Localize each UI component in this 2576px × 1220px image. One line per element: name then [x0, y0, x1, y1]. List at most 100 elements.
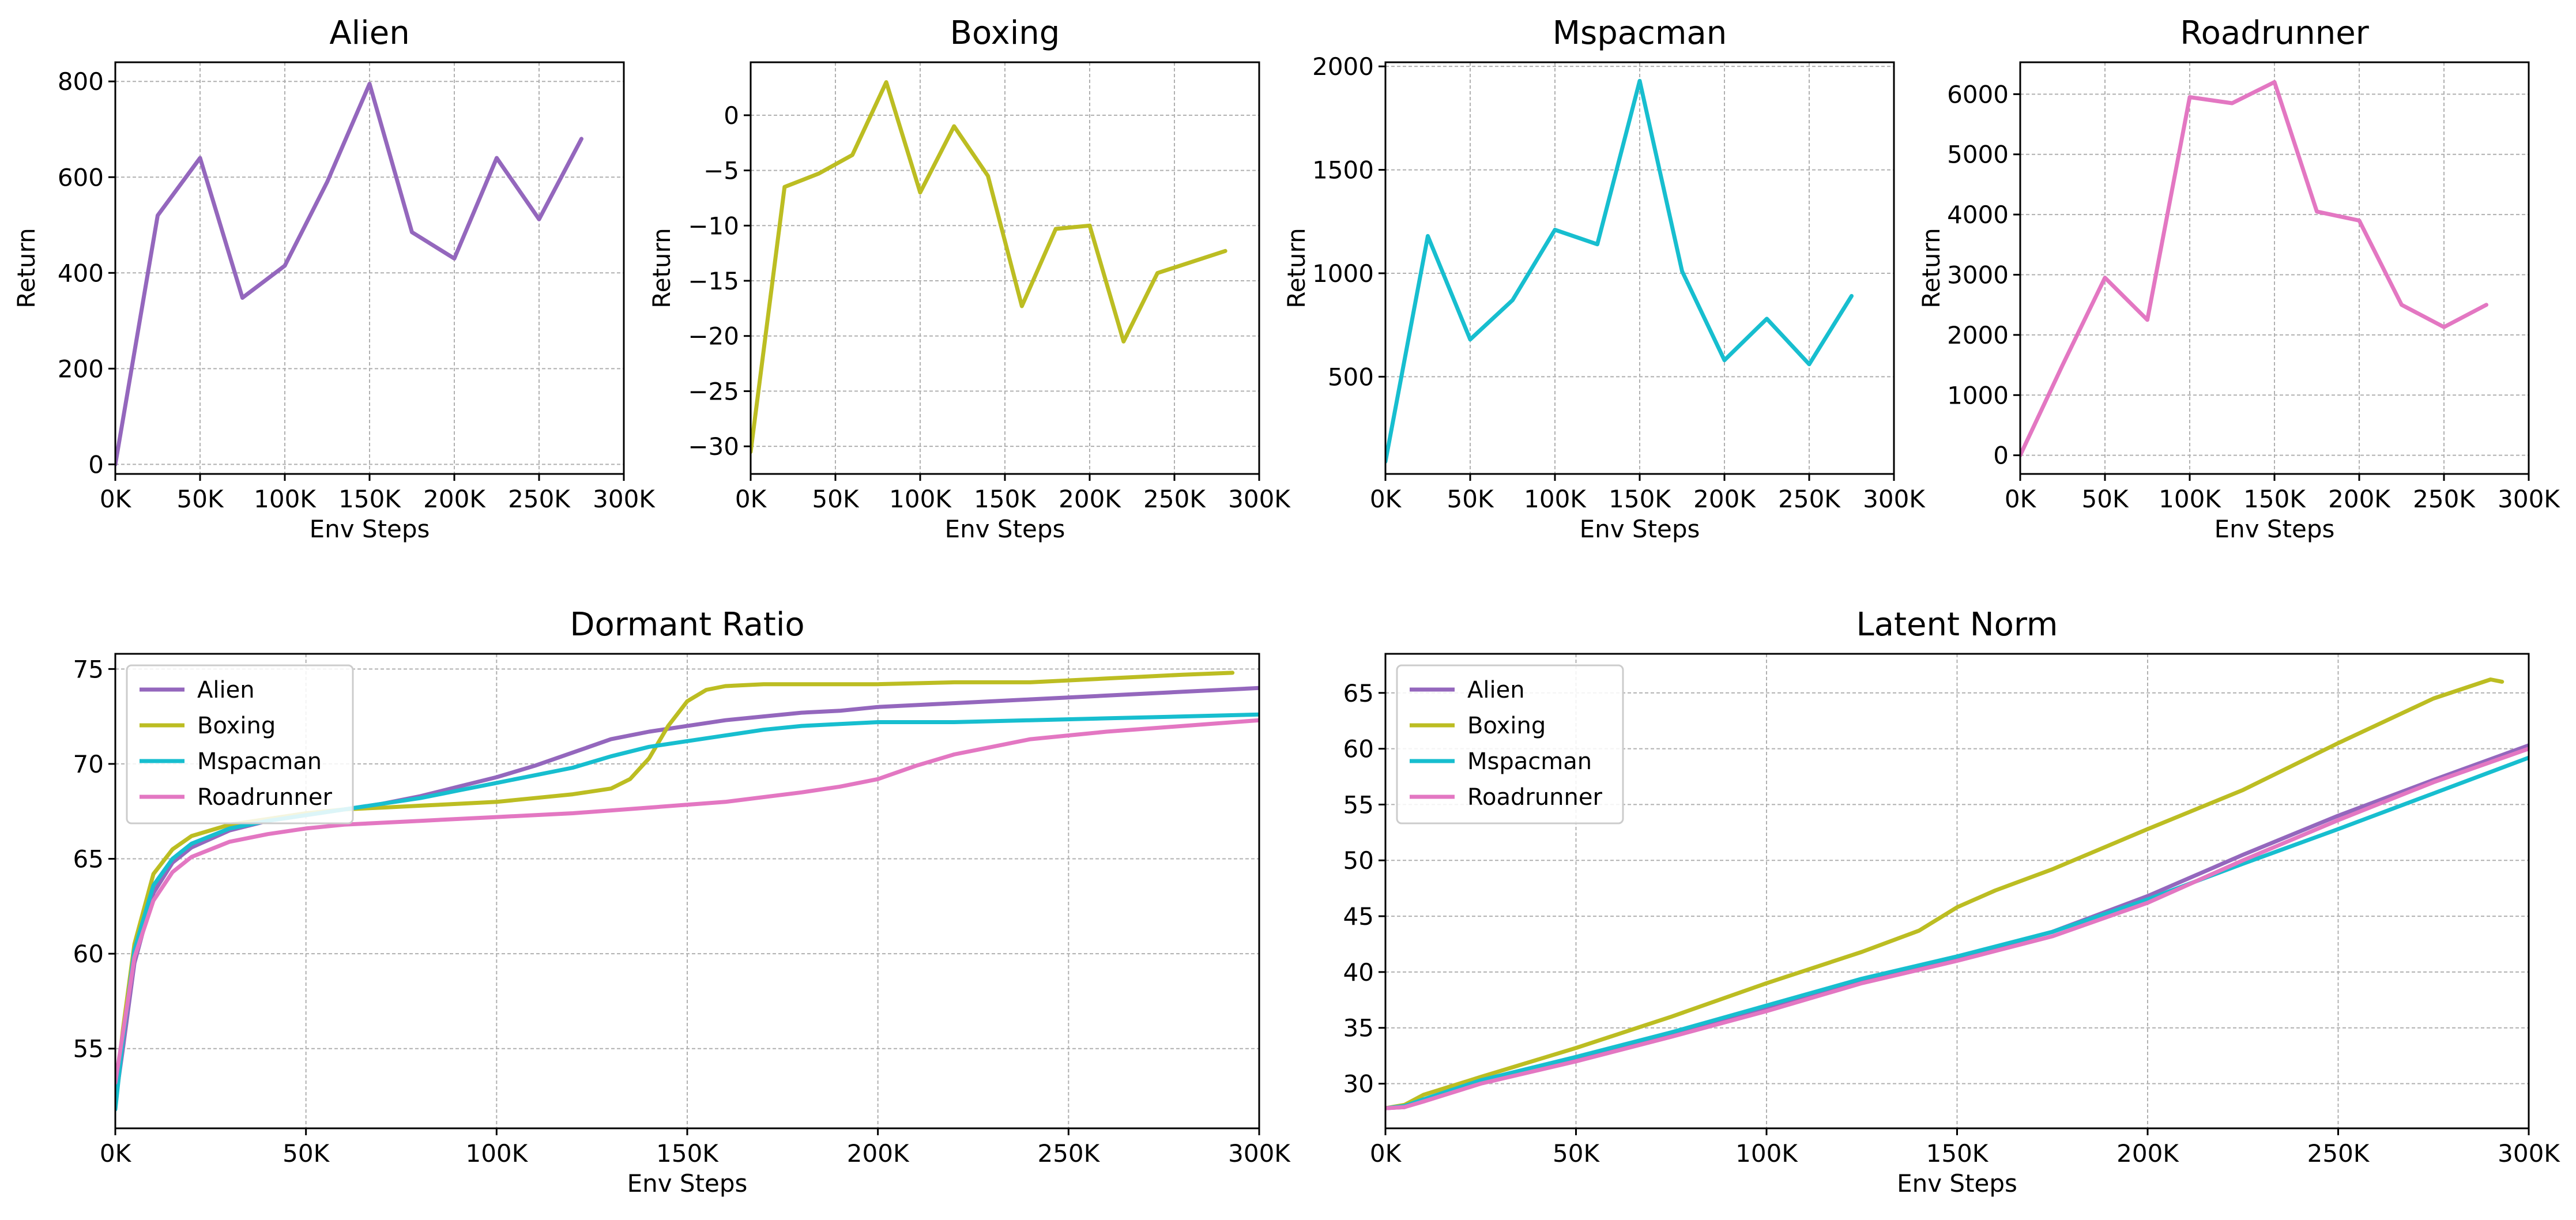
series-line-roadrunner	[2020, 80, 2488, 458]
y-axis-label: Return	[1917, 228, 1945, 308]
x-tick-label: 50K	[177, 485, 224, 513]
axes-frame	[2019, 61, 2530, 475]
series-line-boxing	[1385, 677, 2505, 1110]
x-axis-label: Env Steps	[310, 515, 430, 543]
y-tick-label: 400	[58, 259, 104, 287]
x-tick-label: 250K	[2413, 485, 2476, 513]
x-tick-label: 50K	[1553, 1139, 1600, 1168]
x-tick-label: 300K	[593, 485, 656, 513]
chart-title: Roadrunner	[2180, 14, 2369, 52]
y-tick-label: −25	[688, 377, 739, 405]
y-tick-label: −5	[703, 157, 739, 185]
y-tick-label: 60	[73, 940, 104, 968]
x-axis-label: Env Steps	[1897, 1169, 2017, 1198]
series-line-mspacman	[1385, 78, 1854, 464]
x-tick-label: 50K	[1447, 485, 1494, 513]
y-tick-label: 35	[1343, 1014, 1374, 1042]
x-tick-label: 150K	[2243, 485, 2306, 513]
legend-label: Mspacman	[1467, 748, 1592, 775]
axes-frame	[750, 61, 1260, 475]
x-tick-label: 0K	[100, 1139, 132, 1168]
x-tick-label: 150K	[656, 1139, 719, 1168]
x-tick-label: 100K	[889, 485, 952, 513]
x-tick-label: 100K	[254, 485, 317, 513]
chart-title: Boxing	[950, 14, 1060, 52]
chart-title: Alien	[329, 14, 409, 52]
y-tick-label: 500	[1328, 363, 1374, 391]
legend-label: Mspacman	[197, 748, 322, 775]
legend-label: Boxing	[1467, 713, 1546, 739]
series-line-mspacman	[1385, 755, 2529, 1110]
subplot-roadrunner: 0K 50K 100K 150K 200K 250K 300K 0 1000 2000 3000 40…	[1917, 14, 2560, 543]
x-tick-label: 100K	[1524, 485, 1587, 513]
y-tick-label: 65	[73, 845, 104, 873]
y-tick-label: 50	[1343, 846, 1374, 875]
y-tick-label: 0	[88, 450, 104, 479]
chart-title: Dormant Ratio	[570, 606, 804, 643]
x-tick-label: 250K	[1143, 485, 1206, 513]
x-axis-label: Env Steps	[2215, 515, 2335, 543]
legend: Alien Boxing Mspacman Roadrunner	[1396, 664, 1624, 824]
x-tick-label: 200K	[2328, 485, 2391, 513]
y-tick-label: 55	[1343, 790, 1374, 819]
subplot-latent-norm: 0K 50K 100K 150K 200K 250K 300K 30 35 40 45 50 55 60 6…	[1343, 606, 2561, 1198]
x-tick-label: 0K	[2005, 485, 2037, 513]
x-tick-label: 250K	[1037, 1139, 1100, 1168]
x-tick-label: 250K	[1778, 485, 1841, 513]
y-tick-label: 3000	[1947, 261, 2009, 289]
x-tick-label: 0K	[100, 485, 132, 513]
y-tick-label: 4000	[1947, 201, 2009, 229]
x-tick-label: 150K	[974, 485, 1037, 513]
series-line-alien	[115, 81, 583, 466]
x-tick-label: 0K	[1370, 485, 1402, 513]
x-axis-label: Env Steps	[627, 1169, 748, 1198]
y-tick-label: 0	[1993, 442, 2009, 470]
x-tick-label: 100K	[465, 1139, 528, 1168]
x-tick-label: 300K	[2498, 1139, 2560, 1168]
y-tick-label: 2000	[1947, 321, 2009, 349]
y-tick-label: 55	[73, 1035, 104, 1063]
x-tick-label: 100K	[2159, 485, 2221, 513]
y-tick-label: 45	[1343, 902, 1374, 931]
axes-frame	[1384, 61, 1895, 475]
x-tick-label: 50K	[812, 485, 860, 513]
chart-title: Latent Norm	[1856, 606, 2058, 643]
y-tick-label: 800	[58, 67, 104, 96]
legend-box	[126, 664, 354, 824]
y-axis-label: Return	[1282, 228, 1310, 308]
y-tick-label: 30	[1343, 1070, 1374, 1098]
subplot-boxing: 0K 50K 100K 150K 200K 250K 300K −30 −25 −20 −15 −10…	[647, 14, 1291, 543]
y-tick-label: 200	[58, 355, 104, 383]
x-tick-label: 250K	[2307, 1139, 2370, 1168]
x-tick-label: 150K	[338, 485, 401, 513]
y-tick-label: 60	[1343, 735, 1374, 763]
y-tick-label: 1000	[1947, 381, 2009, 409]
x-tick-label: 50K	[283, 1139, 330, 1168]
y-axis-label: Return	[647, 228, 676, 308]
x-tick-label: 200K	[2116, 1139, 2179, 1168]
x-tick-label: 250K	[508, 485, 571, 513]
y-tick-label: −15	[688, 267, 739, 295]
subplot-alien: 0K 50K 100K 150K 200K 250K 300K 0 200 400 600 800 Al…	[12, 14, 656, 543]
legend-label: Roadrunner	[1467, 784, 1602, 811]
y-tick-label: 70	[73, 750, 104, 778]
series-line-alien	[115, 686, 1259, 1104]
series-line-mspacman	[115, 712, 1259, 1112]
x-tick-label: 300K	[1228, 485, 1291, 513]
subplot-mspacman: 0K 50K 100K 150K 200K 250K 300K 500 1000 1500 2000…	[1282, 14, 1926, 543]
x-tick-label: 200K	[423, 485, 486, 513]
series-line-boxing	[751, 80, 1227, 454]
y-tick-label: 75	[73, 655, 104, 683]
x-tick-label: 0K	[1370, 1139, 1402, 1168]
y-tick-label: −10	[688, 212, 739, 240]
x-tick-label: 0K	[735, 485, 767, 513]
y-tick-label: 600	[58, 163, 104, 191]
chart-title: Mspacman	[1553, 14, 1727, 52]
x-tick-label: 300K	[1228, 1139, 1291, 1168]
legend: Alien Boxing Mspacman Roadrunner	[126, 664, 354, 824]
y-tick-label: −30	[688, 432, 739, 461]
y-tick-label: 1000	[1312, 259, 1374, 288]
legend-box	[1396, 664, 1624, 824]
x-axis-label: Env Steps	[1580, 515, 1700, 543]
series-line-roadrunner	[115, 718, 1259, 1085]
